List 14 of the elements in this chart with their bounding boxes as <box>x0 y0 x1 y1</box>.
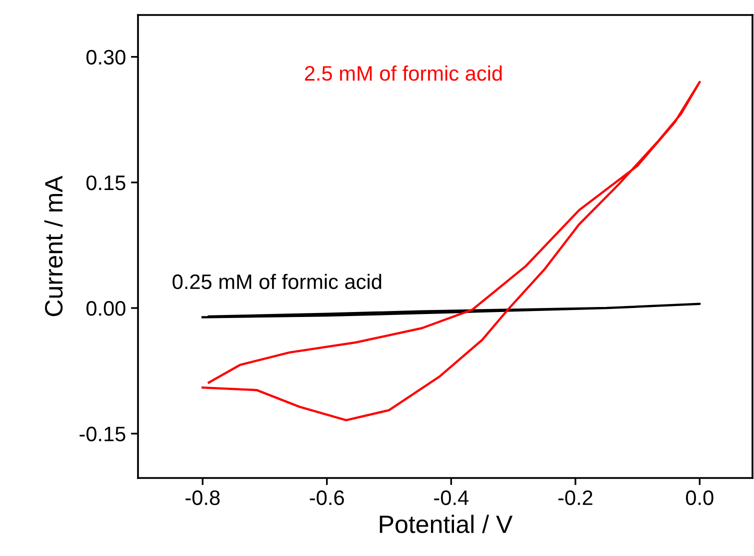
x-tick-label: -0.2 <box>558 490 592 506</box>
x-tick-label: -0.8 <box>186 490 220 506</box>
text: 2.5 mM of formic acid <box>304 65 502 81</box>
y-tick-label: -0.15 <box>80 426 126 442</box>
y-tick-label: 0.00 <box>86 301 126 316</box>
series-label: 0.25 mM of formic acid <box>172 274 382 290</box>
line-series <box>202 302 701 318</box>
x-tick-label: -0.4 <box>434 490 468 506</box>
x-tick-label: -0.6 <box>310 490 344 506</box>
y-axis-title: Current / mA <box>44 176 63 316</box>
y-tick-label: 0.30 <box>86 50 126 65</box>
y-tick-label: 0.15 <box>86 175 126 190</box>
x-axis-title: Potential / V <box>380 514 513 534</box>
x-tick-label: 0.0 <box>686 490 714 506</box>
